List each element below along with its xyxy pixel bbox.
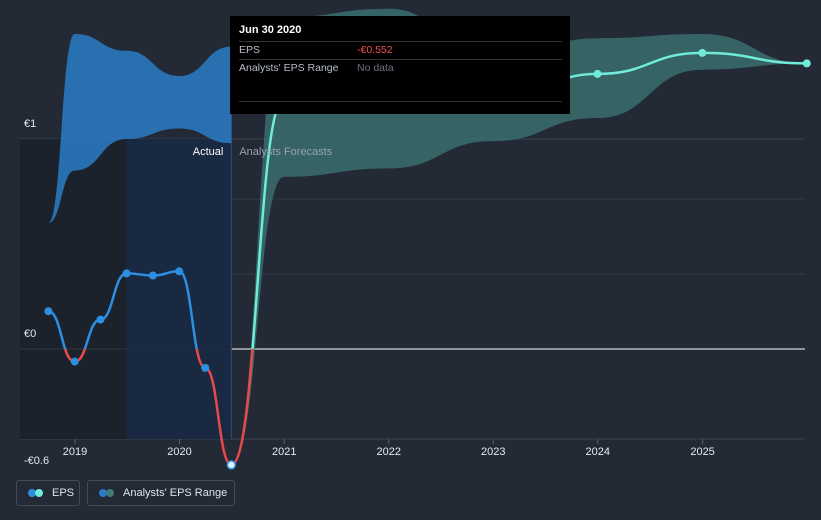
actual-section-label: Actual: [193, 146, 224, 158]
actual-range-band: [48, 34, 232, 223]
forecast-eps-point: [802, 59, 811, 68]
legend-eps-toggle[interactable]: EPS: [16, 480, 80, 506]
tooltip-date: Jun 30 2020: [239, 24, 562, 42]
y-axis: €1 €0 -€0.6: [24, 118, 49, 467]
actual-eps-point: [226, 460, 237, 470]
actual-eps-point: [44, 307, 53, 316]
forecast-eps-point: [593, 69, 602, 78]
section-labels: Actual Analysts Forecasts: [193, 146, 333, 158]
eps-swatch-icon: [28, 488, 46, 498]
x-tick-label: 2022: [377, 446, 401, 458]
legend-range-toggle[interactable]: Analysts' EPS Range: [87, 480, 235, 506]
actual-eps-point: [96, 315, 105, 324]
tooltip-spacer: [239, 77, 562, 102]
x-tick-label: 2024: [586, 446, 610, 458]
forecast-section-label: Analysts Forecasts: [239, 146, 332, 158]
tooltip-row-eps: EPS -€0.552: [239, 42, 562, 60]
actual-eps-point: [148, 271, 157, 280]
range-bands: [48, 8, 807, 465]
tooltip: Jun 30 2020 EPS -€0.552 Analysts' EPS Ra…: [230, 16, 570, 114]
forecast-eps-point: [698, 48, 707, 57]
forecast-range-band: [231, 8, 807, 465]
tooltip-range-label: Analysts' EPS Range: [239, 62, 339, 74]
y-tick-label: €0: [24, 328, 36, 340]
legend-range-label: Analysts' EPS Range: [123, 487, 228, 499]
x-axis: 2019 2020 2021 2022 2023 2024 2025: [63, 439, 715, 458]
x-tick-label: 2021: [272, 446, 296, 458]
actual-eps-point: [70, 357, 79, 366]
tooltip-row-range: Analysts' EPS Range No data: [239, 60, 562, 77]
y-tick-label: -€0.6: [24, 455, 49, 467]
past-shading: [20, 108, 232, 439]
actual-eps-point: [201, 363, 210, 372]
legend-eps-label: EPS: [52, 487, 75, 499]
x-tick-label: 2023: [481, 446, 505, 458]
tooltip-eps-label: EPS: [239, 44, 261, 56]
tooltip-eps-value: -€0.552: [357, 44, 393, 56]
tooltip-range-value: No data: [357, 62, 394, 74]
actual-eps-point: [122, 269, 131, 278]
x-tick-label: 2019: [63, 446, 87, 458]
actual-eps-point: [175, 267, 184, 276]
actual-eps-line: [47, 270, 199, 349]
x-tick-label: 2025: [690, 446, 714, 458]
y-tick-label: €1: [24, 118, 36, 130]
range-swatch-icon: [99, 488, 117, 498]
x-tick-label: 2020: [167, 446, 191, 458]
